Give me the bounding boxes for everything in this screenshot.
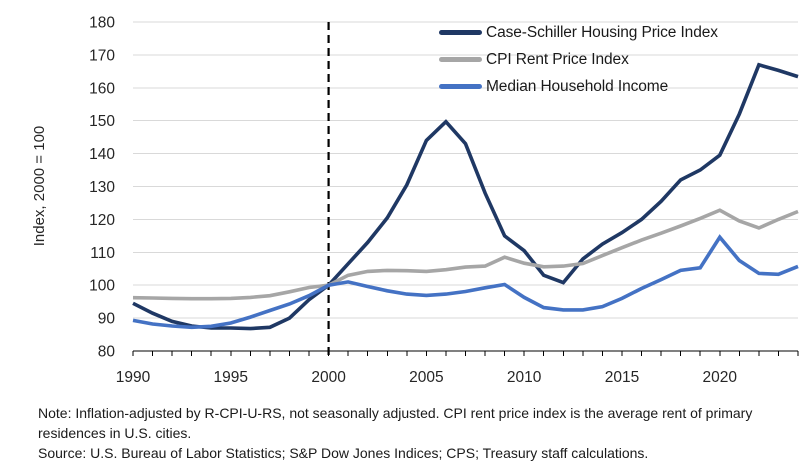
legend-line-swatch-cpi-rent: [439, 57, 482, 62]
y-tick-label: 140: [89, 146, 115, 163]
y-tick-label: 80: [98, 344, 116, 361]
series-line-2: [132, 234, 799, 330]
note-text: Note: Inflation-adjusted by R-CPI-U-RS, …: [38, 405, 753, 441]
x-tick-label: 2000: [311, 369, 346, 386]
chart-notes: Note: Inflation-adjusted by R-CPI-U-RS, …: [38, 403, 783, 463]
y-tick-label: 90: [98, 311, 116, 328]
y-tick-label: 110: [90, 245, 115, 262]
legend-item-cpi-rent: CPI Rent Price Index: [439, 46, 718, 73]
legend: Case-Schiller Housing Price Index CPI Re…: [439, 19, 718, 100]
series-line-1: [132, 208, 799, 301]
y-tick-label: 100: [89, 278, 115, 295]
legend-item-case-schiller: Case-Schiller Housing Price Index: [439, 19, 718, 46]
x-tick-label: 2005: [409, 369, 443, 386]
x-tick-label: 2010: [507, 369, 542, 386]
legend-label-median-income: Median Household Income: [486, 77, 669, 95]
legend-line-swatch-median-income: [439, 84, 482, 89]
y-tick-label: 180: [89, 15, 115, 32]
legend-item-median-income: Median Household Income: [439, 73, 718, 100]
x-tick-label: 2015: [605, 369, 639, 386]
y-tick-label: 120: [89, 212, 115, 229]
legend-label-case-schiller: Case-Schiller Housing Price Index: [486, 23, 718, 41]
x-tick-label: 1995: [214, 369, 248, 386]
y-tick-label: 160: [89, 80, 115, 97]
x-tick-label: 1990: [116, 369, 151, 386]
y-axis-title: Index, 2000 = 100: [31, 126, 48, 247]
y-tick-label: 150: [89, 113, 115, 130]
y-tick-label: 130: [89, 179, 115, 196]
chart-generated-content: 80 90 100 110 120 130 140 150 160 170 180 1990 1995 2…: [89, 15, 799, 386]
chart-area: Index, 2000 = 100 80 90 100 110 120 130 140 150…: [31, 15, 799, 386]
series-line-0: [132, 62, 799, 331]
legend-label-cpi-rent: CPI Rent Price Index: [486, 50, 629, 68]
x-tick-label: 2020: [703, 369, 738, 386]
line-chart: Index, 2000 = 100 80 90 100 110 120 130 140 150…: [31, 15, 799, 386]
y-tick-label: 170: [89, 47, 115, 64]
source-text: Source: U.S. Bureau of Labor Statistics;…: [38, 445, 649, 461]
legend-line-swatch-case-schiller: [439, 30, 482, 35]
